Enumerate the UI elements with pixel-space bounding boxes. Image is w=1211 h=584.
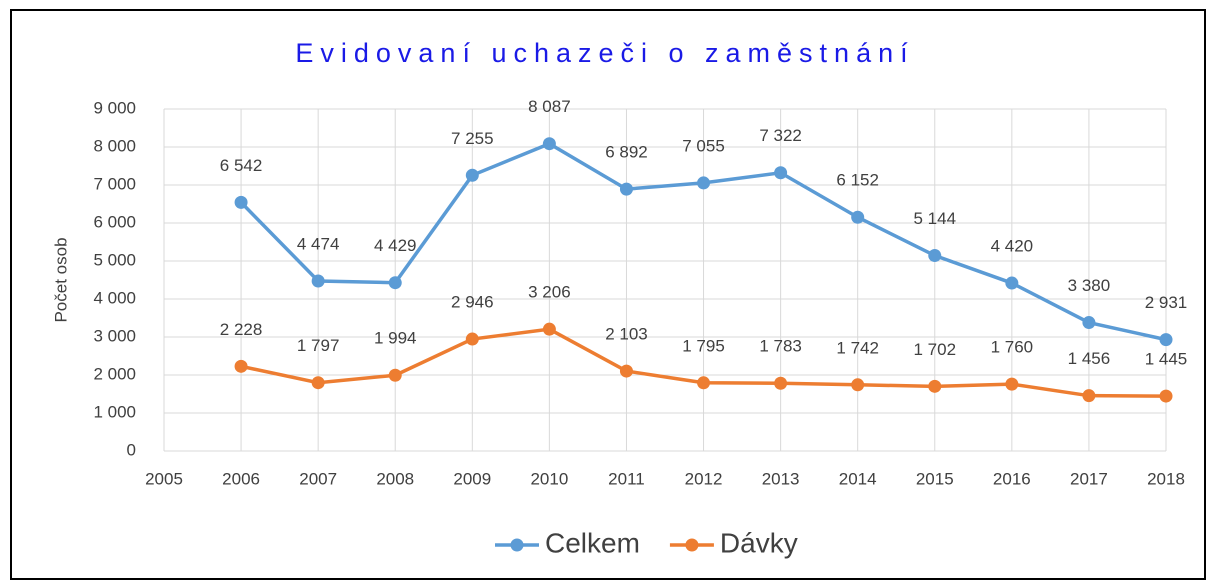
data-label: 2 103 (605, 325, 648, 344)
data-point (851, 210, 865, 224)
legend-marker (685, 538, 699, 552)
data-label: 2 931 (1145, 293, 1188, 312)
y-tick-label: 5 000 (93, 250, 136, 269)
data-point (1005, 377, 1019, 391)
x-tick-label: 2016 (993, 469, 1031, 488)
chart-title: Evidovaní uchazeči o zaměstnání (295, 38, 914, 68)
y-axis-label: Počet osob (51, 237, 70, 322)
data-point (619, 182, 633, 196)
y-tick-label: 3 000 (93, 326, 136, 345)
data-point (1005, 276, 1019, 290)
data-point (311, 274, 325, 288)
x-tick-label: 2009 (453, 469, 491, 488)
data-label: 1 797 (297, 336, 340, 355)
x-tick-label: 2017 (1070, 469, 1108, 488)
legend-marker (510, 538, 524, 552)
data-label: 3 206 (528, 283, 571, 302)
data-point (619, 364, 633, 378)
data-point (851, 378, 865, 392)
data-point (697, 376, 711, 390)
data-label: 6 542 (220, 156, 263, 175)
data-label: 1 795 (682, 336, 725, 355)
data-label: 1 456 (1068, 349, 1111, 368)
data-point (697, 176, 711, 190)
data-point (1082, 316, 1096, 330)
data-point (234, 195, 248, 209)
x-tick-label: 2007 (299, 469, 337, 488)
y-tick-label: 1 000 (93, 402, 136, 421)
x-tick-label: 2006 (222, 469, 260, 488)
x-tick-label: 2008 (376, 469, 414, 488)
data-label: 1 760 (991, 338, 1034, 357)
data-point (542, 322, 556, 336)
x-tick-label: 2012 (685, 469, 723, 488)
data-label: 7 255 (451, 129, 494, 148)
data-point (928, 249, 942, 263)
data-label: 4 474 (297, 234, 340, 253)
x-tick-label: 2018 (1147, 469, 1185, 488)
data-label: 4 420 (991, 237, 1034, 256)
x-tick-label: 2011 (608, 469, 645, 488)
data-point (542, 137, 556, 151)
data-label: 1 445 (1145, 350, 1188, 369)
data-point (465, 332, 479, 346)
data-point (928, 379, 942, 393)
data-label: 6 892 (605, 143, 648, 162)
data-point (1082, 389, 1096, 403)
y-tick-label: 7 000 (93, 174, 136, 193)
chart-border (10, 9, 1206, 580)
data-point (234, 359, 248, 373)
data-label: 2 946 (451, 293, 494, 312)
x-tick-label: 2010 (530, 469, 568, 488)
data-label: 1 702 (913, 340, 956, 359)
legend-label: Dávky (720, 527, 798, 558)
data-label: 7 055 (682, 136, 725, 155)
x-tick-label: 2013 (762, 469, 800, 488)
y-tick-label: 4 000 (93, 288, 136, 307)
data-label: 1 783 (759, 337, 802, 356)
data-label: 7 322 (759, 126, 802, 145)
x-tick-label: 2015 (916, 469, 954, 488)
data-point (388, 276, 402, 290)
data-label: 4 429 (374, 236, 417, 255)
data-label: 5 144 (913, 209, 956, 228)
data-label: 2 228 (220, 320, 263, 339)
data-label: 1 742 (836, 338, 879, 357)
data-point (774, 166, 788, 180)
data-point (311, 376, 325, 390)
data-label: 8 087 (528, 97, 571, 116)
data-point (1159, 333, 1173, 347)
data-label: 3 380 (1068, 276, 1111, 295)
x-tick-label: 2005 (145, 469, 183, 488)
data-point (1159, 389, 1173, 403)
y-tick-label: 6 000 (93, 212, 136, 231)
data-point (388, 368, 402, 382)
y-tick-label: 2 000 (93, 364, 136, 383)
data-label: 1 994 (374, 329, 417, 348)
y-tick-label: 0 (127, 440, 136, 459)
data-point (774, 376, 788, 390)
data-label: 6 152 (836, 171, 879, 190)
data-point (465, 168, 479, 182)
y-tick-label: 8 000 (93, 136, 136, 155)
y-tick-label: 9 000 (93, 98, 136, 117)
x-tick-label: 2014 (839, 469, 877, 488)
legend-label: Celkem (545, 527, 640, 558)
